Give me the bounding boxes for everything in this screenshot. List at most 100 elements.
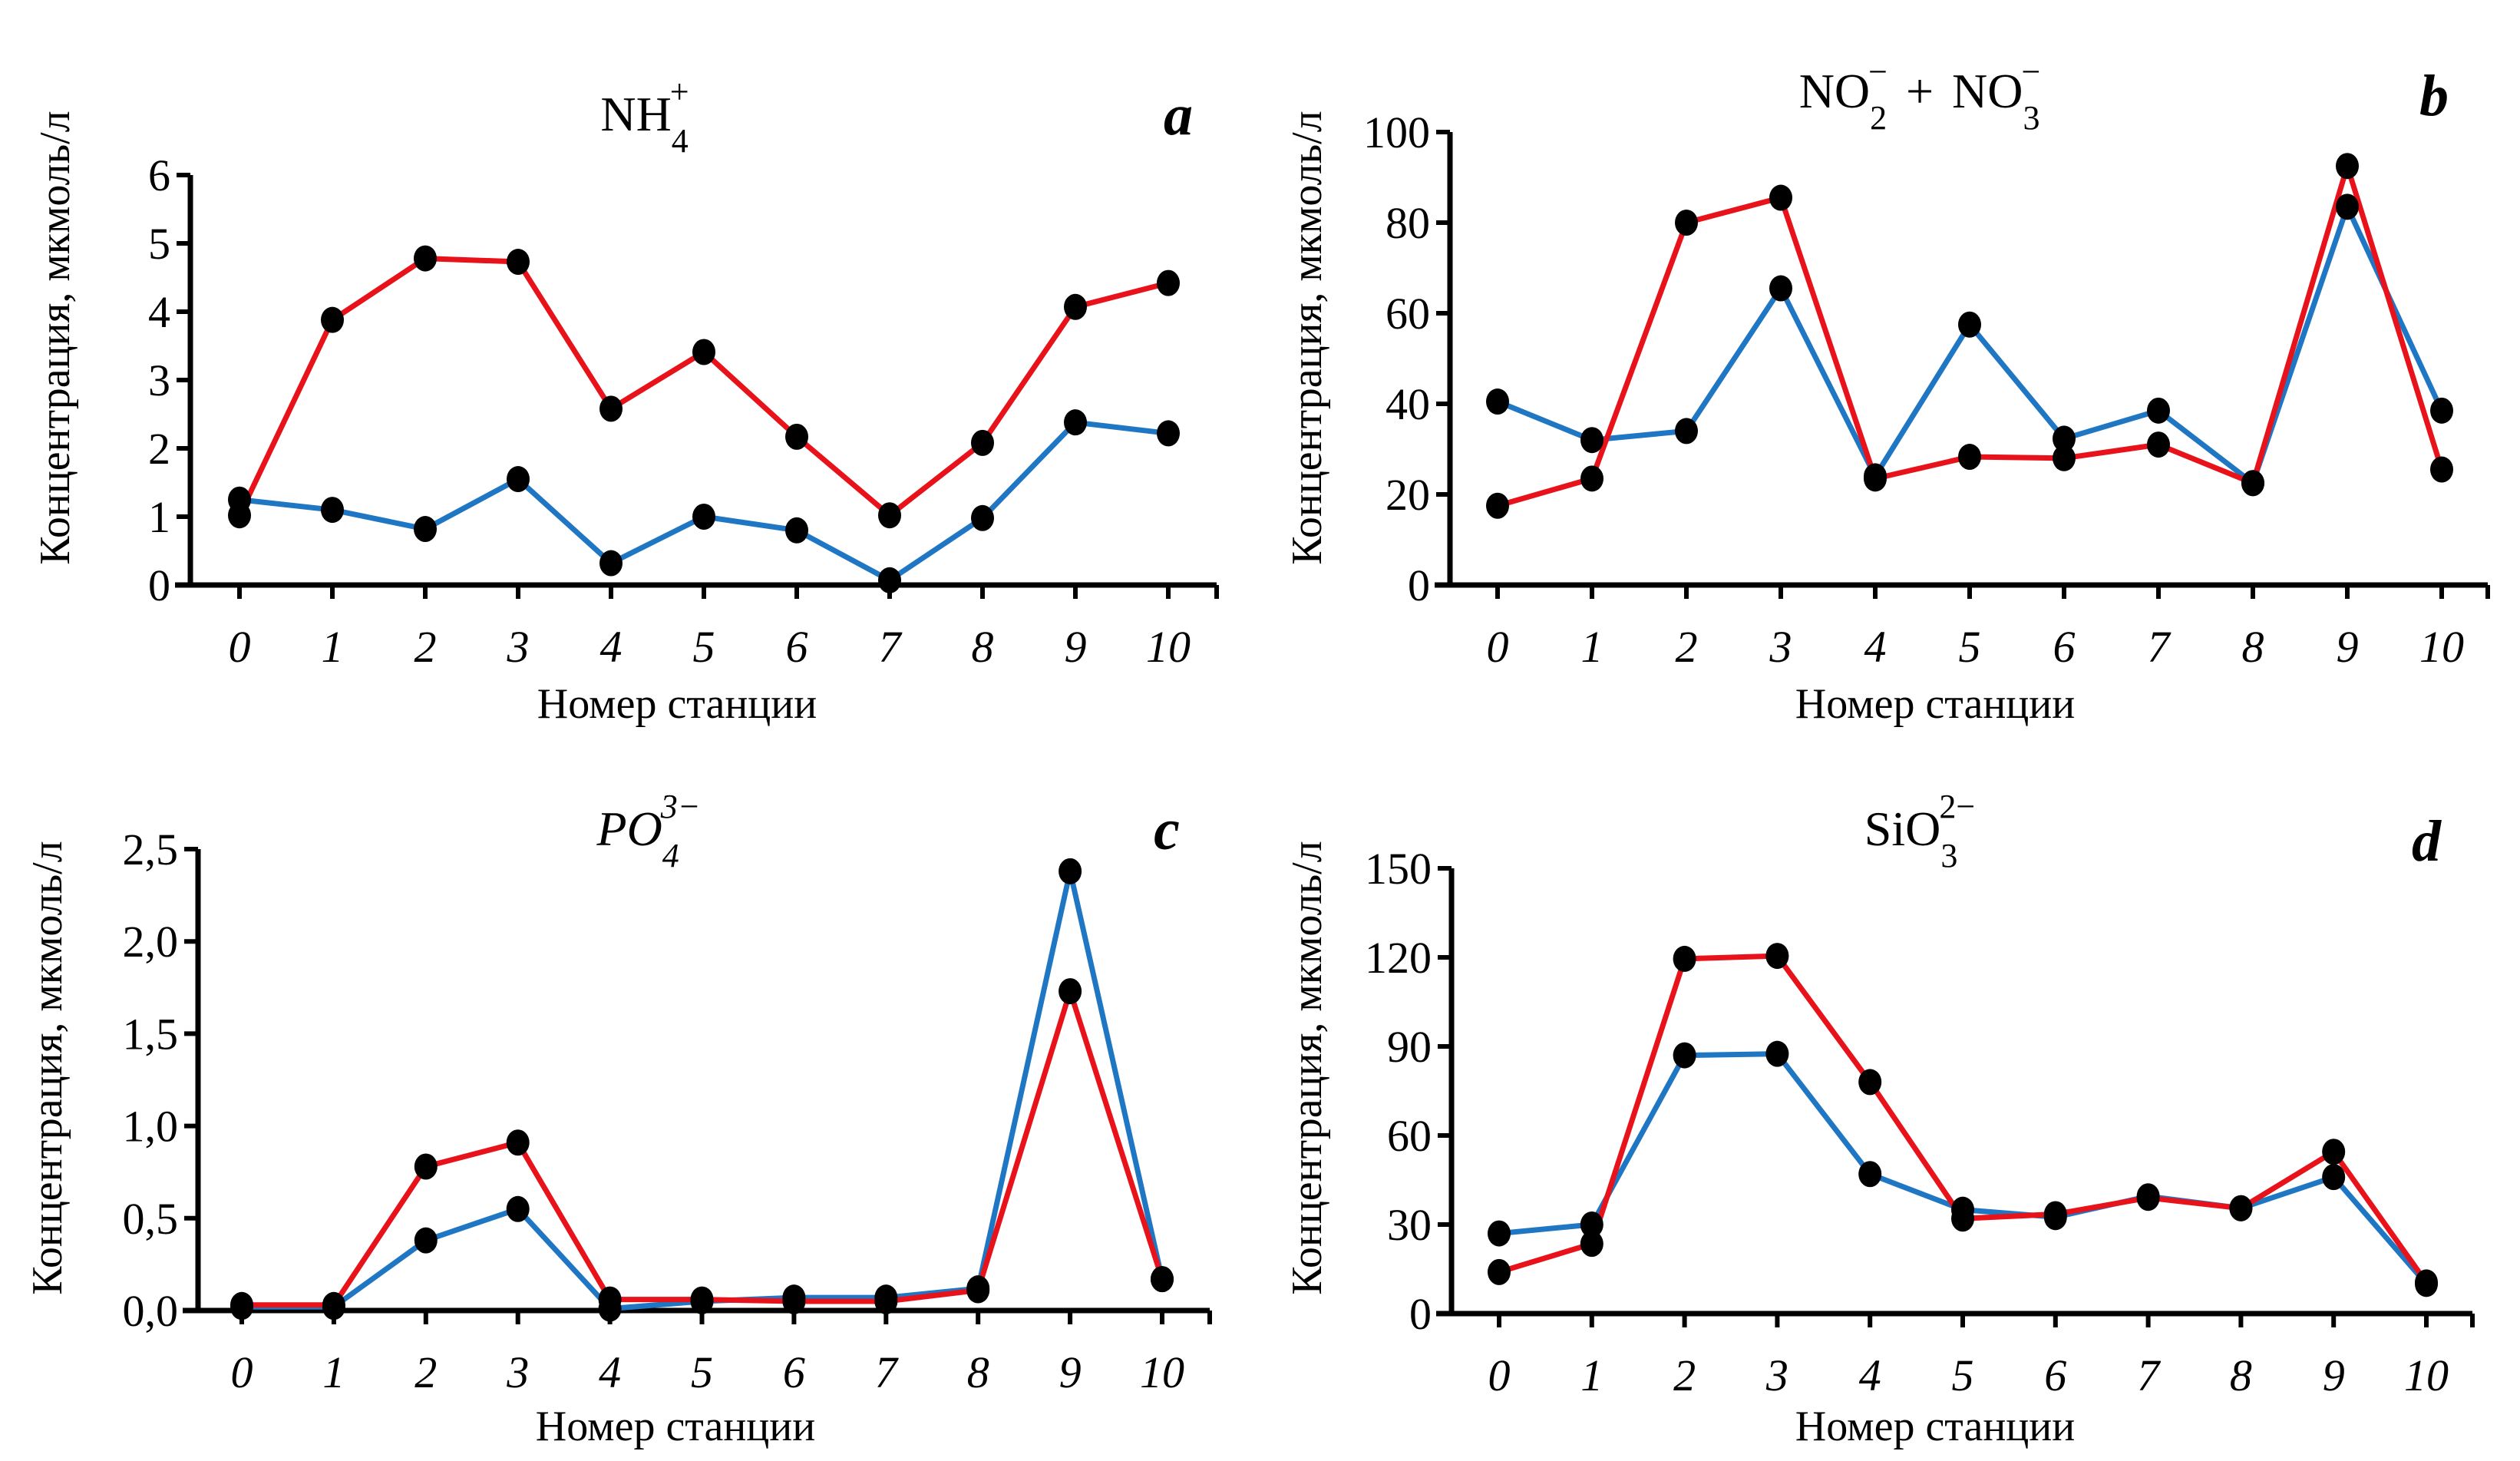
x-axis-title-c: Номер станции (536, 1403, 815, 1450)
data-point-blue (507, 466, 530, 493)
y-tick-label: 0 (1408, 560, 1430, 610)
data-point-red (782, 1287, 806, 1314)
series-line-blue (239, 419, 1169, 583)
data-point-red (2147, 431, 2170, 458)
data-point-blue (414, 516, 437, 543)
x-tick-label: 10 (2404, 1350, 2449, 1400)
x-axis-title-d: Номер станции (1795, 1403, 2075, 1450)
data-point-blue (878, 567, 901, 593)
y-tick-label: 5 (148, 219, 170, 269)
data-point-red (1673, 945, 1696, 972)
data-point-red (966, 1277, 990, 1304)
x-tick-label: 2 (414, 1347, 437, 1397)
data-point-red (2053, 445, 2076, 471)
x-tick-label: 7 (2137, 1350, 2161, 1400)
data-point-blue (1675, 418, 1698, 445)
data-point-blue (1488, 1220, 1511, 1247)
chart-title-d: SiO32− (1864, 788, 1975, 874)
panel-a: NH4+ a 0 1 2 3 4 5 6 0 1 2 3 4 5 6 7 8 9 10 Концентрация,… (0, 0, 1260, 730)
x-tick-label: 9 (2337, 622, 2359, 672)
x-tick-label: 0 (229, 622, 251, 672)
x-tick-label: 8 (2242, 622, 2264, 672)
x-tick-label: 4 (1859, 1350, 1881, 1400)
y-tick-label: 6 (148, 150, 170, 200)
x-tick-label: 10 (1146, 622, 1191, 672)
data-point-blue (2147, 397, 2170, 424)
series-line-blue (1498, 1051, 2429, 1286)
data-point-blue (2336, 193, 2359, 220)
x-tick-label: 7 (875, 1347, 899, 1397)
x-tick-label: 6 (2053, 622, 2076, 672)
data-point-blue (2430, 397, 2453, 424)
y-axis-title-c: Концентрация, мкмоль/л (24, 841, 71, 1294)
data-point-blue (2053, 425, 2076, 452)
y-tick-label: 150 (1365, 844, 1432, 894)
svg-text:NO2−+NO3−: NO2− + NO3− (1799, 53, 2041, 137)
data-point-red (692, 339, 715, 365)
x-tick-label: 6 (2044, 1350, 2066, 1400)
data-point-red (1858, 1069, 1882, 1096)
data-point-blue (506, 1195, 530, 1222)
data-point-red (1064, 293, 1087, 320)
series-line-red (242, 988, 1165, 1308)
x-tick-label: 1 (322, 622, 344, 672)
data-point-red (414, 245, 437, 272)
panel-letter-a: a (1164, 83, 1193, 147)
x-tick-label: 5 (1959, 622, 1981, 672)
x-tick-label: 8 (967, 1347, 989, 1397)
chart-title-a: NH4+ (600, 73, 689, 160)
x-tick-label: 6 (786, 622, 808, 672)
svg-text:SiO32−: SiO32− (1864, 788, 1975, 874)
data-point-blue (1769, 275, 1792, 302)
chart-title-b: NO2− + NO3− (1799, 53, 2041, 137)
data-point-red (971, 429, 994, 456)
y-tick-label: 40 (1386, 379, 1430, 429)
data-point-red (507, 249, 530, 276)
data-point-blue (971, 504, 994, 531)
x-tick-label: 7 (2148, 622, 2172, 672)
x-tick-label: 5 (1952, 1350, 1974, 1400)
data-point-blue (785, 517, 808, 544)
x-tick-label: 2 (1673, 1350, 1696, 1400)
y-tick-label: 120 (1365, 933, 1432, 983)
x-tick-label: 4 (1864, 622, 1887, 672)
x-tick-label: 1 (1581, 622, 1603, 672)
y-tick-label: 80 (1386, 198, 1430, 248)
data-point-red (1151, 1266, 1174, 1293)
chart-b-svg: NO2− + NO3− b 0 20 40 60 80 100 0 1 2 3 4 5 6 7 8 9 10 Кон… (1283, 53, 2490, 728)
y-tick-label: 0,0 (123, 1286, 179, 1336)
data-point-blue (1858, 1161, 1882, 1188)
x-tick-label: 0 (1488, 1350, 1511, 1400)
data-point-red (2430, 456, 2453, 483)
y-tick-label: 60 (1386, 289, 1430, 339)
x-tick-label: 6 (783, 1347, 805, 1397)
data-point-blue (1765, 1040, 1789, 1067)
y-tick-label: 2 (148, 424, 170, 474)
panel-d: SiO32− d 0 30 60 90 120 150 0 1 2 3 4 5 6 7 8 9 10 Конце… (1260, 730, 2519, 1460)
y-tick-label: 0 (1409, 1289, 1432, 1339)
data-point-blue (692, 504, 715, 530)
data-point-blue (414, 1227, 438, 1254)
y-axis-title-d: Концентрация, мкмоль/л (1283, 841, 1331, 1294)
data-point-red (1675, 210, 1698, 236)
data-point-red (2415, 1269, 2438, 1296)
y-tick-label: 20 (1386, 470, 1430, 520)
chart-c-svg: PO43− c 0,0 0,5 1,0 1,5 2,0 2,5 0 1 2 3 4 5 6 7 8 9 10 К… (24, 788, 1212, 1450)
y-axis-title-b: Концентрация, мкмоль/л (1283, 111, 1331, 564)
data-point-blue (1064, 409, 1087, 436)
data-point-red (1580, 465, 1603, 492)
data-point-blue (2322, 1164, 2346, 1191)
x-tick-label: 1 (322, 1347, 345, 1397)
x-tick-label: 0 (231, 1347, 253, 1397)
data-point-red (414, 1153, 438, 1180)
y-tick-label: 2,0 (123, 917, 179, 967)
panel-letter-b: b (2419, 64, 2449, 128)
y-tick-label: 1,0 (123, 1102, 179, 1152)
x-tick-label: 1 (1580, 1350, 1603, 1400)
data-point-red (1580, 1231, 1603, 1258)
y-tick-label: 30 (1387, 1200, 1432, 1250)
data-point-blue (1580, 1211, 1603, 1238)
x-tick-label: 3 (1769, 622, 1792, 672)
data-point-blue (1157, 420, 1180, 447)
y-tick-label: 3 (148, 355, 170, 405)
